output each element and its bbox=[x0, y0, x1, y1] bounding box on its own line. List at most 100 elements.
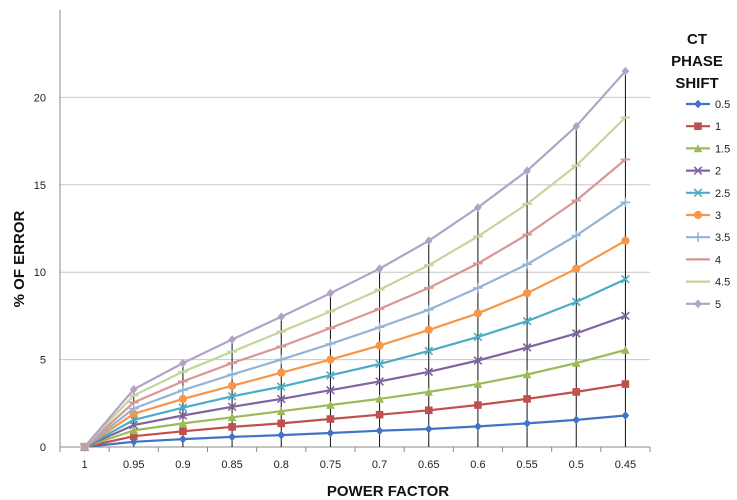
legend-label: 0.5 bbox=[715, 99, 730, 111]
legend-item: 4.5 bbox=[686, 277, 730, 289]
data-point bbox=[522, 259, 532, 270]
data-point bbox=[326, 370, 335, 380]
legend-title-line-3: SHIFT bbox=[675, 75, 718, 92]
data-point bbox=[178, 419, 188, 428]
data-point bbox=[128, 403, 139, 414]
data-point bbox=[276, 406, 286, 415]
x-axis-title: POWER FACTOR bbox=[327, 483, 449, 500]
legend-item: 0.5 bbox=[686, 99, 730, 111]
data-point bbox=[179, 427, 187, 436]
data-point bbox=[326, 428, 335, 438]
data-point bbox=[277, 368, 286, 377]
data-point bbox=[326, 385, 335, 395]
series-4.5 bbox=[79, 116, 631, 448]
legend-label: 4.5 bbox=[715, 277, 730, 289]
series-0.5 bbox=[80, 411, 630, 452]
data-point bbox=[277, 430, 286, 440]
data-point bbox=[277, 312, 286, 322]
data-point bbox=[129, 409, 138, 418]
y-tick-label: 15 bbox=[34, 180, 46, 192]
data-point bbox=[473, 332, 483, 342]
data-point bbox=[572, 415, 581, 425]
data-point bbox=[179, 358, 187, 368]
data-point bbox=[129, 426, 139, 435]
x-tick-label: 0.7 bbox=[372, 459, 387, 471]
legend-label: 1 bbox=[715, 121, 721, 133]
legend-item: 3.5 bbox=[686, 232, 730, 244]
data-point bbox=[326, 355, 335, 364]
data-point bbox=[621, 274, 630, 284]
series-4 bbox=[79, 158, 631, 448]
data-point bbox=[228, 335, 236, 344]
data-point bbox=[178, 411, 188, 420]
y-tick-label: 20 bbox=[34, 92, 46, 104]
legend-swatch-marker bbox=[694, 122, 702, 130]
legend-item: 1 bbox=[686, 121, 721, 133]
x-tick-label: 0.45 bbox=[615, 459, 636, 471]
data-point bbox=[621, 411, 630, 420]
y-tick-label: 10 bbox=[34, 267, 46, 279]
data-point bbox=[621, 66, 630, 76]
legend-item: 1.5 bbox=[686, 143, 730, 155]
series-line bbox=[83, 201, 627, 448]
data-point bbox=[424, 424, 433, 434]
legend-swatch-marker bbox=[694, 99, 702, 109]
data-point bbox=[276, 382, 286, 392]
gridlines bbox=[60, 96, 650, 361]
data-point bbox=[80, 442, 89, 452]
data-point bbox=[178, 385, 188, 395]
data-point bbox=[424, 367, 434, 377]
series-line bbox=[83, 70, 627, 448]
series-3 bbox=[80, 236, 630, 452]
legend-items: 0.5 1 1.5 2 2.5 3 3.5 4 4.5 5 bbox=[686, 99, 730, 311]
data-point bbox=[523, 166, 531, 176]
x-tick-label: 0.8 bbox=[274, 459, 289, 471]
x-tick-label: 0.6 bbox=[470, 459, 485, 471]
legend-item: 2 bbox=[686, 166, 721, 178]
legend-label: 3 bbox=[715, 210, 721, 222]
legend-swatch-marker bbox=[693, 144, 703, 153]
data-point bbox=[375, 264, 384, 274]
data-point bbox=[375, 359, 384, 369]
data-point bbox=[571, 358, 581, 367]
data-point bbox=[572, 121, 581, 131]
data-point bbox=[473, 309, 483, 318]
legend-item: 5 bbox=[686, 299, 721, 311]
data-point bbox=[621, 345, 630, 354]
series-line bbox=[83, 239, 626, 448]
legend-label: 2 bbox=[715, 166, 721, 178]
legend-item: 4 bbox=[686, 254, 721, 266]
legend-title-line-1: CT bbox=[687, 31, 707, 48]
data-point bbox=[522, 342, 532, 352]
series-3.5 bbox=[79, 197, 631, 452]
data-point bbox=[326, 415, 335, 423]
data-point bbox=[424, 346, 434, 356]
x-tick-labels: 1 0.95 0.9 0.85 0.8 0.75 0.7 0.65 0.6 0.55 0.5 0.45 bbox=[59, 447, 651, 471]
data-point bbox=[179, 434, 187, 444]
legend-swatch-marker bbox=[693, 188, 703, 198]
legend-label: 4 bbox=[715, 254, 721, 266]
data-point bbox=[227, 381, 237, 390]
data-point bbox=[228, 423, 236, 431]
y-axis-title: % OF ERROR bbox=[11, 211, 28, 308]
data-point bbox=[523, 395, 531, 403]
legend: CT PHASE SHIFT 0.5 1 1.5 2 2.5 3 3.5 4 4.5 5 bbox=[671, 31, 730, 311]
data-point bbox=[227, 369, 237, 380]
x-tick-label: 0.95 bbox=[123, 459, 144, 471]
data-point bbox=[424, 387, 434, 396]
data-point bbox=[572, 388, 581, 396]
data-point bbox=[375, 341, 384, 350]
x-tick-label: 0.9 bbox=[175, 459, 190, 471]
series-line bbox=[84, 383, 626, 449]
data-point bbox=[424, 236, 433, 246]
legend-label: 3.5 bbox=[715, 232, 730, 244]
series-line bbox=[84, 278, 626, 448]
legend-title-line-2: PHASE bbox=[671, 53, 723, 70]
data-point bbox=[473, 283, 483, 293]
data-point bbox=[522, 316, 532, 326]
data-point bbox=[129, 384, 138, 394]
data-point bbox=[572, 264, 581, 273]
x-tick-label: 0.75 bbox=[320, 459, 341, 471]
data-point bbox=[424, 325, 433, 334]
